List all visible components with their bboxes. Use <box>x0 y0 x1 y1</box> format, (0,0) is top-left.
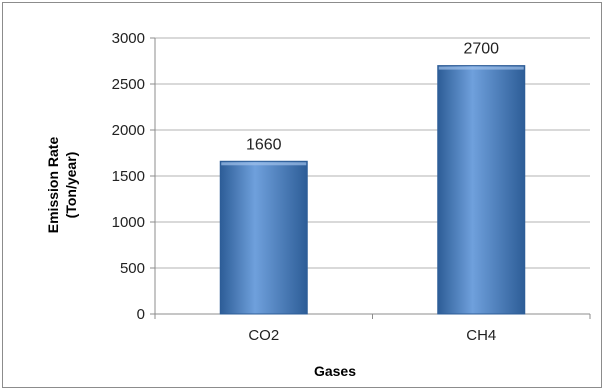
bar-co2 <box>219 160 308 315</box>
y-axis-title-line-1: Emission Rate <box>45 137 61 234</box>
bars <box>219 65 526 315</box>
x-tick-label-ch4: CH4 <box>466 327 496 344</box>
tick-labels: 0 500 1000 1500 2000 2500 3000 CO2 CH4 <box>112 30 497 344</box>
y-tick-label: 0 <box>137 306 145 323</box>
bar-ch4 <box>437 65 526 315</box>
x-tick-label-co2: CO2 <box>248 327 279 344</box>
bar-highlight <box>438 66 524 70</box>
data-label-co2: 1660 <box>246 136 282 153</box>
y-tick-label: 2500 <box>112 76 145 93</box>
y-tick-label: 1000 <box>112 214 145 231</box>
x-axis-title: Gases <box>314 363 356 379</box>
y-tick-label: 3000 <box>112 30 145 47</box>
bar-highlight <box>221 162 307 166</box>
y-tick-label: 1500 <box>112 168 145 185</box>
y-tick-label: 500 <box>120 260 145 277</box>
y-axis-title-line-2: (Ton/year) <box>63 152 79 219</box>
data-label-ch4: 2700 <box>463 41 499 58</box>
y-axis-title: Emission Rate (Ton/year) <box>45 137 79 234</box>
y-tick-label: 2000 <box>112 122 145 139</box>
data-labels: 1660 2700 <box>246 41 499 154</box>
